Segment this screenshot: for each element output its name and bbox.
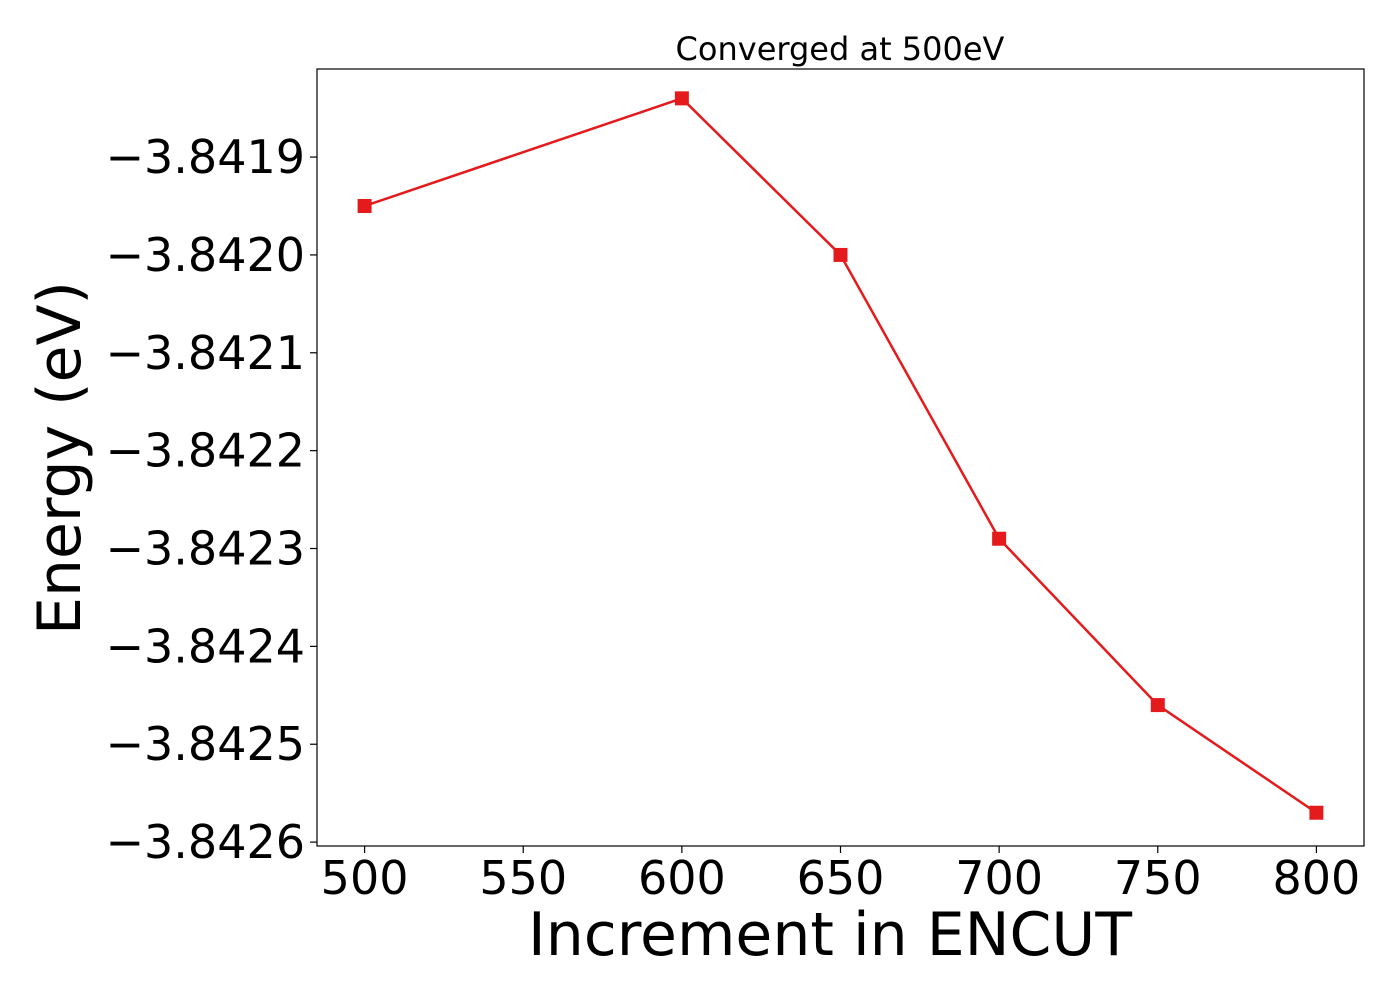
x-tick-label: 650	[797, 851, 885, 905]
x-tick-label: 550	[479, 851, 567, 905]
y-axis: −3.8419 −3.8420 −3.8421 −3.8422 −3.8423 −3.84…	[106, 130, 317, 869]
x-tick-label: 500	[321, 851, 409, 905]
series-layer	[357, 91, 1324, 820]
y-tick-label: −3.8424	[106, 619, 306, 673]
y-tick-label: −3.8421	[106, 326, 306, 380]
y-tick-label: −3.8423	[106, 522, 306, 576]
data-point-marker	[833, 247, 848, 262]
data-point-marker	[1309, 805, 1324, 820]
x-axis: 500 550 600 650 700 750 800	[321, 846, 1361, 905]
plot-area-frame	[316, 68, 1365, 847]
y-axis-label: Energy (eV)	[25, 281, 95, 635]
x-tick-label: 800	[1273, 851, 1361, 905]
x-tick-label: 750	[1114, 851, 1202, 905]
data-point-marker	[1150, 698, 1165, 713]
data-point-marker	[674, 91, 689, 106]
y-tick-label: −3.8426	[106, 815, 306, 869]
y-tick-label: −3.8425	[106, 717, 306, 771]
chart-title: Converged at 500eV	[676, 30, 1005, 68]
y-tick-label: −3.8419	[106, 130, 306, 184]
x-tick-label: 600	[638, 851, 726, 905]
series-line	[364, 96, 1318, 814]
data-point-marker	[992, 531, 1007, 546]
x-tick-label: 700	[955, 851, 1043, 905]
x-axis-label: Increment in ENCUT	[528, 900, 1132, 970]
y-tick-label: −3.8420	[106, 228, 306, 282]
data-point-marker	[357, 199, 372, 214]
y-tick-label: −3.8422	[106, 424, 306, 478]
